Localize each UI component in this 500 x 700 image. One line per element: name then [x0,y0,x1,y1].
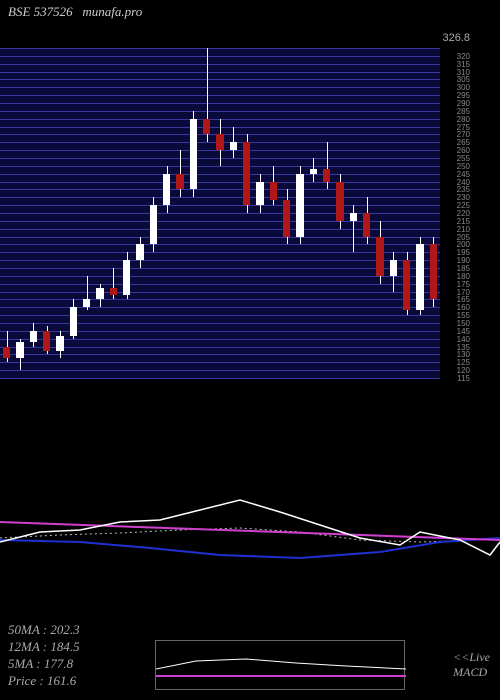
ma50-label: 50MA : 202.3 [8,622,80,639]
macd-text: MACD [453,665,490,680]
y-axis-labels: 3203153103053002952902852802752702652602… [442,48,470,378]
price-top: 326.8 [442,32,470,44]
ticker-label: BSE 537526 [8,4,73,19]
macd-inset [155,640,405,690]
macd-live: <<Live [453,650,490,665]
ma12-label: 12MA : 184.5 [8,639,80,656]
info-box: 50MA : 202.3 12MA : 184.5 5MA : 177.8 Pr… [8,622,80,690]
macd-label: <<Live MACD [453,650,490,680]
ma5-label: 5MA : 177.8 [8,656,80,673]
indicator-lines [0,470,500,600]
inset-lines [156,641,406,691]
price-label: Price : 161.6 [8,673,80,690]
source-label: munafa.pro [82,4,142,19]
candlestick-chart [0,48,440,378]
chart-header: BSE 537526 munafa.pro [8,4,142,20]
